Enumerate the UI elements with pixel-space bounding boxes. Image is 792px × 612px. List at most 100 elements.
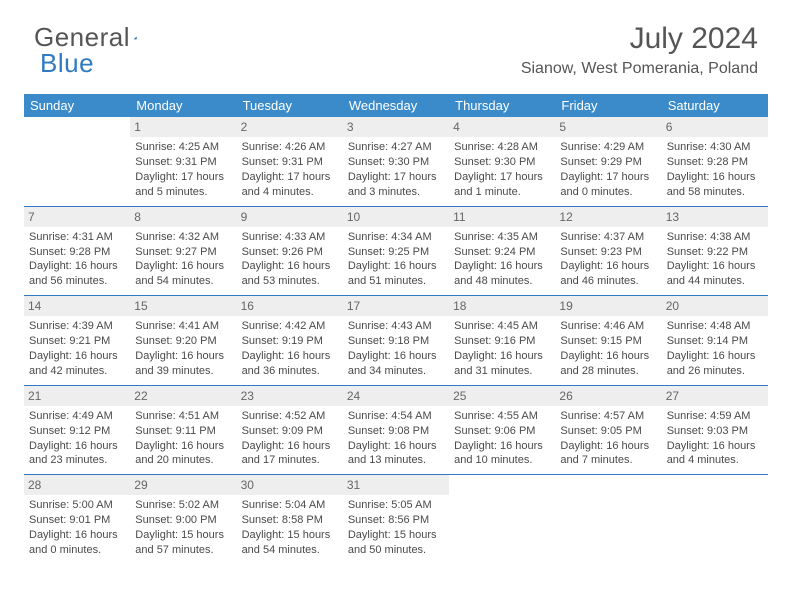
daylight-line: Daylight: 17 hours and 5 minutes. <box>135 170 231 200</box>
sunset-line: Sunset: 9:27 PM <box>135 245 231 260</box>
sunset-line: Sunset: 9:06 PM <box>454 424 550 439</box>
sunset-line: Sunset: 9:26 PM <box>242 245 338 260</box>
weekday-header: Thursday <box>449 94 555 117</box>
day-number: 24 <box>343 386 449 406</box>
day-number: 3 <box>343 117 449 137</box>
day-number: 27 <box>662 386 768 406</box>
daylight-line: Daylight: 16 hours and 23 minutes. <box>29 439 125 469</box>
daylight-line: Daylight: 16 hours and 53 minutes. <box>242 259 338 289</box>
sunset-line: Sunset: 9:31 PM <box>242 155 338 170</box>
daylight-line: Daylight: 16 hours and 56 minutes. <box>29 259 125 289</box>
day-cell: 3 Sunrise: 4:27 AMSunset: 9:30 PMDaylight… <box>343 117 449 206</box>
sunset-line: Sunset: 9:22 PM <box>667 245 763 260</box>
sunrise-line: Sunrise: 4:28 AM <box>454 140 550 155</box>
day-number: 19 <box>555 296 661 316</box>
day-number: 1 <box>130 117 236 137</box>
sunset-line: Sunset: 9:16 PM <box>454 334 550 349</box>
day-number: 26 <box>555 386 661 406</box>
sunset-line: Sunset: 9:29 PM <box>560 155 656 170</box>
day-cell: 13Sunrise: 4:38 AMSunset: 9:22 PMDayligh… <box>662 206 768 296</box>
daylight-line: Daylight: 16 hours and 0 minutes. <box>29 528 125 558</box>
sunrise-line: Sunrise: 4:45 AM <box>454 319 550 334</box>
day-cell: 5Sunrise: 4:29 AMSunset: 9:29 PMDaylight… <box>555 117 661 206</box>
sunrise-line: Sunrise: 4:39 AM <box>29 319 125 334</box>
daylight-line: Daylight: 16 hours and 10 minutes. <box>454 439 550 469</box>
day-cell: 7Sunrise: 4:31 AMSunset: 9:28 PMDaylight… <box>24 206 130 296</box>
sunset-line: Sunset: 9:11 PM <box>135 424 231 439</box>
calendar-row: 14 Sunrise: 4:39 AMSunset: 9:21 PM Dayligh… <box>24 296 768 386</box>
daylight-line: Daylight: 15 hours and 54 minutes. <box>242 528 338 558</box>
sunset-line: Sunset: 9:18 PM <box>348 334 444 349</box>
daylight-line: Daylight: 15 hours and 57 minutes. <box>135 528 231 558</box>
sunrise-line: Sunrise: 4:54 AM <box>348 409 444 424</box>
day-cell: 24Sunrise: 4:54 AMSunset: 9:08 PMDayligh… <box>343 385 449 475</box>
empty-cell <box>555 475 661 564</box>
sunrise-line: Sunrise: 4:59 AM <box>667 409 763 424</box>
day-cell: 16Sunrise: 4:42 AMSunset: 9:19 PMDayligh… <box>237 296 343 386</box>
sunrise-line: Sunrise: 4:27 AM <box>348 140 444 155</box>
page-title: July 2024 <box>521 22 758 56</box>
daylight-line: Daylight: 16 hours and 39 minutes. <box>135 349 231 379</box>
sunrise-line: Sunrise: 4:55 AM <box>454 409 550 424</box>
day-number: 14 <box>24 296 130 316</box>
day-number: 10 <box>343 207 449 227</box>
sunrise-line: Sunrise: 4:30 AM <box>667 140 763 155</box>
sunset-line: Sunset: 9:23 PM <box>560 245 656 260</box>
sunrise-line: Sunrise: 4:46 AM <box>560 319 656 334</box>
daylight-line: Daylight: 16 hours and 48 minutes. <box>454 259 550 289</box>
sunrise-line: Sunrise: 4:33 AM <box>242 230 338 245</box>
day-cell: 12Sunrise: 4:37 AMSunset: 9:23 PMDayligh… <box>555 206 661 296</box>
sunset-line: Sunset: 9:14 PM <box>667 334 763 349</box>
sunrise-line: Sunrise: 4:49 AM <box>29 409 125 424</box>
daylight-line: Daylight: 17 hours and 4 minutes. <box>242 170 338 200</box>
daylight-line: Daylight: 16 hours and 46 minutes. <box>560 259 656 289</box>
daylight-line: Daylight: 16 hours and 51 minutes. <box>348 259 444 289</box>
day-cell: 15Sunrise: 4:41 AMSunset: 9:20 PMDayligh… <box>130 296 236 386</box>
sunset-line: Sunset: 8:58 PM <box>242 513 338 528</box>
calendar-row: 7Sunrise: 4:31 AMSunset: 9:28 PMDaylight… <box>24 206 768 296</box>
logo-text-2-wrap: Blue <box>40 48 94 79</box>
sunset-line: Sunset: 8:56 PM <box>348 513 444 528</box>
day-cell: 27Sunrise: 4:59 AMSunset: 9:03 PMDayligh… <box>662 385 768 475</box>
daylight-line: Daylight: 16 hours and 7 minutes. <box>560 439 656 469</box>
sunset-line: Sunset: 9:21 PM <box>29 334 125 349</box>
sunrise-line: Sunrise: 4:43 AM <box>348 319 444 334</box>
sunrise-line: Sunrise: 4:35 AM <box>454 230 550 245</box>
sunset-line: Sunset: 9:15 PM <box>560 334 656 349</box>
sunrise-line: Sunrise: 4:29 AM <box>560 140 656 155</box>
daylight-line: Daylight: 17 hours and 1 minute. <box>454 170 550 200</box>
sunrise-line: Sunrise: 4:34 AM <box>348 230 444 245</box>
empty-cell <box>24 117 130 206</box>
sunset-line: Sunset: 9:05 PM <box>560 424 656 439</box>
day-number: 8 <box>130 207 236 227</box>
sunset-line: Sunset: 9:00 PM <box>135 513 231 528</box>
day-number: 23 <box>237 386 343 406</box>
day-cell: 9 Sunrise: 4:33 AMSunset: 9:26 PMDaylight… <box>237 206 343 296</box>
day-cell: 29Sunrise: 5:02 AMSunset: 9:00 PMDayligh… <box>130 475 236 564</box>
sunrise-line: Sunrise: 4:38 AM <box>667 230 763 245</box>
day-number: 6 <box>662 117 768 137</box>
day-number: 11 <box>449 207 555 227</box>
weekday-header: Sunday <box>24 94 130 117</box>
day-number: 9 <box>237 207 343 227</box>
day-number: 5 <box>555 117 661 137</box>
day-cell: 19Sunrise: 4:46 AMSunset: 9:15 PMDayligh… <box>555 296 661 386</box>
daylight-line: Daylight: 17 hours and 3 minutes. <box>348 170 444 200</box>
sunrise-line: Sunrise: 5:00 AM <box>29 498 125 513</box>
weekday-header: Tuesday <box>237 94 343 117</box>
sunrise-line: Sunrise: 5:02 AM <box>135 498 231 513</box>
calendar-row: 21Sunrise: 4:49 AMSunset: 9:12 PMDayligh… <box>24 385 768 475</box>
day-cell: 18Sunrise: 4:45 AMSunset: 9:16 PMDayligh… <box>449 296 555 386</box>
daylight-line: Daylight: 16 hours and 4 minutes. <box>667 439 763 469</box>
day-number: 13 <box>662 207 768 227</box>
daylight-line: Daylight: 16 hours and 54 minutes. <box>135 259 231 289</box>
sunset-line: Sunset: 9:09 PM <box>242 424 338 439</box>
daylight-line: Daylight: 16 hours and 26 minutes. <box>667 349 763 379</box>
sunrise-line: Sunrise: 4:48 AM <box>667 319 763 334</box>
day-cell: 11Sunrise: 4:35 AMSunset: 9:24 PMDayligh… <box>449 206 555 296</box>
empty-cell <box>662 475 768 564</box>
calendar-head: SundayMondayTuesdayWednesdayThursdayFrid… <box>24 94 768 117</box>
sunrise-line: Sunrise: 4:31 AM <box>29 230 125 245</box>
day-cell: 22Sunrise: 4:51 AMSunset: 9:11 PMDayligh… <box>130 385 236 475</box>
sunset-line: Sunset: 9:30 PM <box>348 155 444 170</box>
